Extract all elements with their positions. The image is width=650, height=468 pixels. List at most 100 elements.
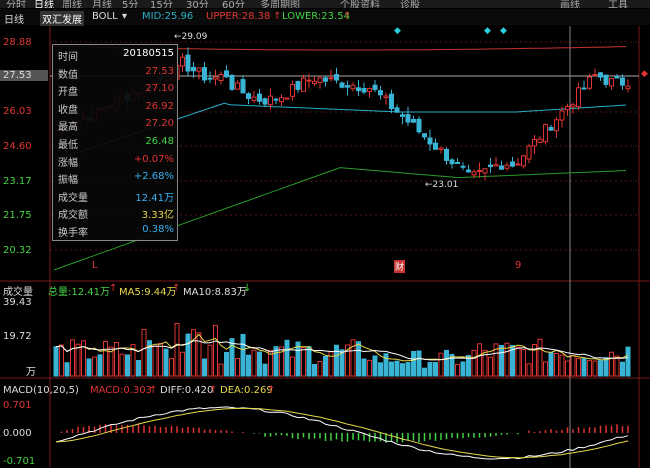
volume-bar [246,354,251,377]
tooltip-value: 20180515 [123,48,174,59]
tooltip-key: 成交额 [58,210,88,222]
candle-body [345,85,350,88]
tab-30fen[interactable]: 30分 [186,0,209,8]
macd-title[interactable]: MACD(10,20,5) [3,385,79,396]
tab-15fen[interactable]: 15分 [150,0,173,8]
candle-body [592,73,598,76]
candle-body [235,82,240,90]
tab-60fen[interactable]: 60分 [222,0,245,8]
tooltip-key: 换手率 [58,228,88,239]
candle-body [361,87,367,93]
volume-bar [444,349,449,377]
candle-body [246,93,251,99]
volume-bar [103,340,108,377]
candle-body [537,138,543,143]
event-diamond-icon[interactable]: ◆ [484,26,491,36]
financial-report-marker[interactable]: 财 [394,260,406,273]
candle-body [257,93,262,102]
indicator-name[interactable]: BOLL [92,11,118,22]
volume-bar [433,362,438,377]
candle-body [433,142,438,150]
candle-body [411,118,416,123]
candle-body [449,159,455,165]
price-axis-label: 24.60 [3,141,32,152]
tab-stock-info[interactable]: 个股资料 [340,0,380,8]
candle-body [532,138,537,147]
event-diamond-icon[interactable]: ◆ [500,26,507,36]
volume-bar [482,349,488,377]
tooltip-key: 数值 [58,69,78,81]
tab-zhouxian[interactable]: 周线 [62,0,82,8]
candle-body [251,96,257,101]
volume-bar [152,345,158,377]
candle-body [213,76,218,80]
macd-histogram [55,406,629,460]
event-diamond-icon[interactable]: ◆ [394,26,401,36]
tooltip-key: 收盘 [58,104,78,116]
candle-body [389,93,394,110]
volume-bar [460,361,466,377]
period-label[interactable]: 日线 [4,15,24,26]
candle-body [559,110,565,121]
candle-body [598,72,603,78]
tab-yuexian[interactable]: 月线 [92,0,112,8]
macd-header: MACD(10,20,5) MACD:0.303 ↑ DIFF:0.420 ↑ … [0,385,650,397]
volume-bar [213,324,218,377]
volume-axis-label: 19.72 [3,331,32,342]
volume-bar [510,345,515,377]
volume-bar [108,346,114,377]
volume-bar [180,351,185,377]
volume-bar [323,355,328,377]
candle-body [191,66,196,72]
volume-bar [383,353,389,377]
price-axis-label: 20.32 [3,245,32,256]
tab-5fen[interactable]: 5分 [122,0,139,8]
up-arrow-icon: ↑ [267,385,276,396]
volume-bar [504,342,510,377]
tab-fenshi[interactable]: 分时 [6,0,26,8]
event-marker-l[interactable]: L [92,260,98,271]
candle-body [427,137,433,145]
candle-body [279,97,284,103]
volume-bar [345,344,350,377]
tab-multi-period[interactable]: 多周期图 [260,0,300,8]
volume-bar [141,328,147,377]
volume-bar [592,360,598,377]
price-cursor-icon: ◆ [641,69,648,79]
volume-bar [570,355,576,377]
candle-body [625,85,631,90]
macd-diff: DIFF:0.420 [160,385,214,396]
tab-rixian[interactable]: 日线 [34,0,54,8]
volume-bar [70,339,75,377]
candle-body [306,79,312,82]
volume-bar [196,332,202,377]
volume-bar [64,362,70,377]
tooltip-row: 成交额 3.33亿 [58,206,174,221]
candle-body [334,74,339,81]
volume-bar [554,352,559,377]
candle-body [570,104,576,108]
volume-bar [295,341,301,377]
tooltip-key: 成交量 [58,192,88,204]
chevron-down-icon[interactable]: ▾ [122,11,128,22]
tab-diagnose[interactable]: 诊股 [400,0,420,8]
tooltip-value: 26.48 [145,136,174,147]
event-marker-9[interactable]: 9 [515,260,522,271]
volume-bar [581,358,587,377]
volume-bar [86,358,92,377]
volume-title[interactable]: 成交量 [3,287,33,298]
volume-bar [515,346,521,377]
stock-name[interactable]: 双汇发展 [40,11,84,26]
volume-bar [466,354,471,377]
volume-bar [334,344,339,377]
tooltip-row: 数值 27.53 [58,66,174,81]
volume-bar [411,351,416,377]
volume-ma5-line [55,333,629,362]
price-axis-label: 26.03 [3,106,32,117]
candle-body [328,77,334,80]
tab-tools[interactable]: 工具 [608,0,628,8]
volume-bar [576,357,581,377]
tab-draw-line[interactable]: 画线 [560,0,580,8]
volume-bar [114,341,119,377]
